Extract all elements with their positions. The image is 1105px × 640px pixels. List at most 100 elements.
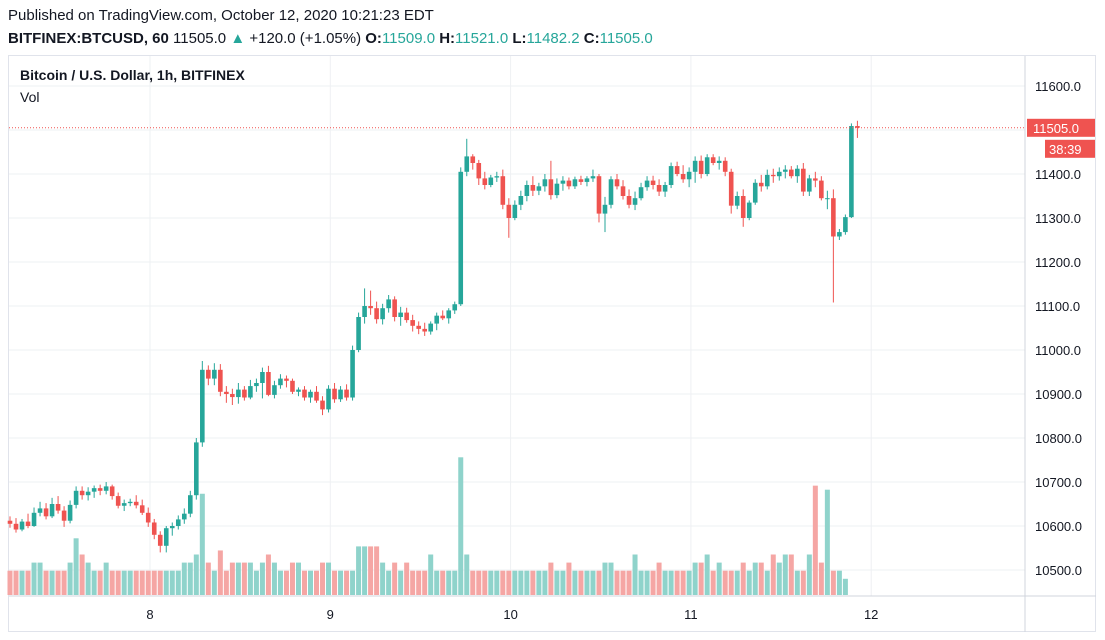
volume-bar <box>241 562 247 595</box>
close-label: C: <box>583 30 600 47</box>
volume-bar <box>289 562 295 595</box>
candle-body <box>49 504 55 517</box>
candle-body <box>614 179 620 187</box>
candle-body <box>73 490 79 505</box>
candle-body <box>386 299 391 309</box>
volume-bar <box>836 570 842 595</box>
volume-bar <box>247 562 253 595</box>
volume-bar <box>602 562 608 595</box>
candle-body <box>524 185 530 196</box>
candle-body <box>67 504 73 521</box>
x-tick-label: 11 <box>684 607 698 622</box>
candle-body <box>254 383 259 387</box>
volume-bar <box>704 554 710 595</box>
high-label: H: <box>439 30 456 47</box>
volume-bar <box>380 562 386 595</box>
chart-frame[interactable] <box>8 55 1096 632</box>
candle-body <box>813 178 818 181</box>
volume-bar <box>458 457 464 595</box>
volume-bar <box>67 562 73 595</box>
volume-bar <box>301 570 307 595</box>
volume-bar <box>578 570 584 595</box>
candle-body <box>332 388 337 400</box>
candle-body <box>680 174 686 180</box>
y-tick-label: 11400.0 <box>1035 167 1081 182</box>
candle-body <box>590 176 596 179</box>
volume-bar <box>806 554 812 595</box>
volume-bar <box>350 570 356 595</box>
volume-bar <box>572 570 578 595</box>
candle-body <box>368 306 373 309</box>
volume-bar <box>446 570 452 595</box>
volume-bar <box>824 489 830 595</box>
volume-bar <box>235 562 241 595</box>
volume-bar <box>764 570 770 595</box>
candle-body <box>133 501 139 506</box>
candle-body <box>734 196 740 206</box>
candle-body <box>157 534 163 546</box>
volume-bar <box>151 570 157 595</box>
volume-bar <box>500 570 506 595</box>
candle-body <box>674 166 680 174</box>
candle-body <box>656 185 662 192</box>
candle-body <box>638 187 644 199</box>
candle-body <box>560 180 566 184</box>
volume-bar <box>548 562 554 595</box>
volume-bar <box>187 562 193 595</box>
symbol-label: BITFINEX:BTCUSD, 60 <box>8 30 169 47</box>
legend-title: Bitcoin / U.S. Dollar, 1h, BITFINEX <box>20 67 245 83</box>
candle-body <box>807 178 812 192</box>
candle-body <box>236 389 241 398</box>
candle-body <box>230 394 235 398</box>
y-tick-label: 10600.0 <box>1035 519 1082 534</box>
candle-body <box>488 177 494 185</box>
volume-bar <box>842 578 848 595</box>
candle-body <box>428 323 433 332</box>
volume-bar <box>680 570 686 595</box>
candle-body <box>668 166 674 185</box>
volume-bar <box>115 570 121 595</box>
volume-bar <box>320 562 326 595</box>
volume-bar <box>476 570 482 595</box>
volume-bar <box>43 570 49 595</box>
y-tick-label: 11000.0 <box>1035 343 1081 358</box>
volume-bar <box>338 570 344 595</box>
volume-bar <box>79 554 85 595</box>
candle-body <box>710 157 716 163</box>
volume-bar <box>788 554 794 595</box>
volume-bar <box>686 570 692 595</box>
candle-body <box>284 378 289 381</box>
open-label: O: <box>365 30 382 47</box>
candle-body <box>109 486 115 497</box>
candle-body <box>380 308 385 320</box>
candle-body <box>139 505 145 513</box>
candle-body <box>434 315 440 324</box>
candle-body <box>37 508 43 513</box>
volume-bar <box>362 546 368 595</box>
candle-body <box>200 369 205 443</box>
volume-bar <box>674 570 680 595</box>
volume-bar <box>332 570 338 595</box>
candle-body <box>770 174 776 177</box>
candle-body <box>374 308 379 320</box>
volume-bar <box>374 546 380 595</box>
candle-body <box>302 389 307 398</box>
x-tick-label: 8 <box>146 607 153 622</box>
volume-bar <box>13 570 19 595</box>
volume-bar <box>368 546 374 595</box>
price-change: +120.0 (+1.05%) <box>249 30 362 47</box>
volume-bar <box>584 570 590 595</box>
candle-body <box>698 160 704 174</box>
candle-body <box>758 182 764 187</box>
volume-bar <box>61 570 67 595</box>
candle-body <box>224 391 229 394</box>
candle-body <box>103 486 109 491</box>
volume-bar <box>596 570 602 595</box>
volume-bar <box>590 570 596 595</box>
volume-bar <box>668 570 674 595</box>
candle-body <box>218 369 223 392</box>
volume-bar <box>295 562 301 595</box>
candle-body <box>548 179 554 196</box>
volume-bar <box>163 570 169 595</box>
